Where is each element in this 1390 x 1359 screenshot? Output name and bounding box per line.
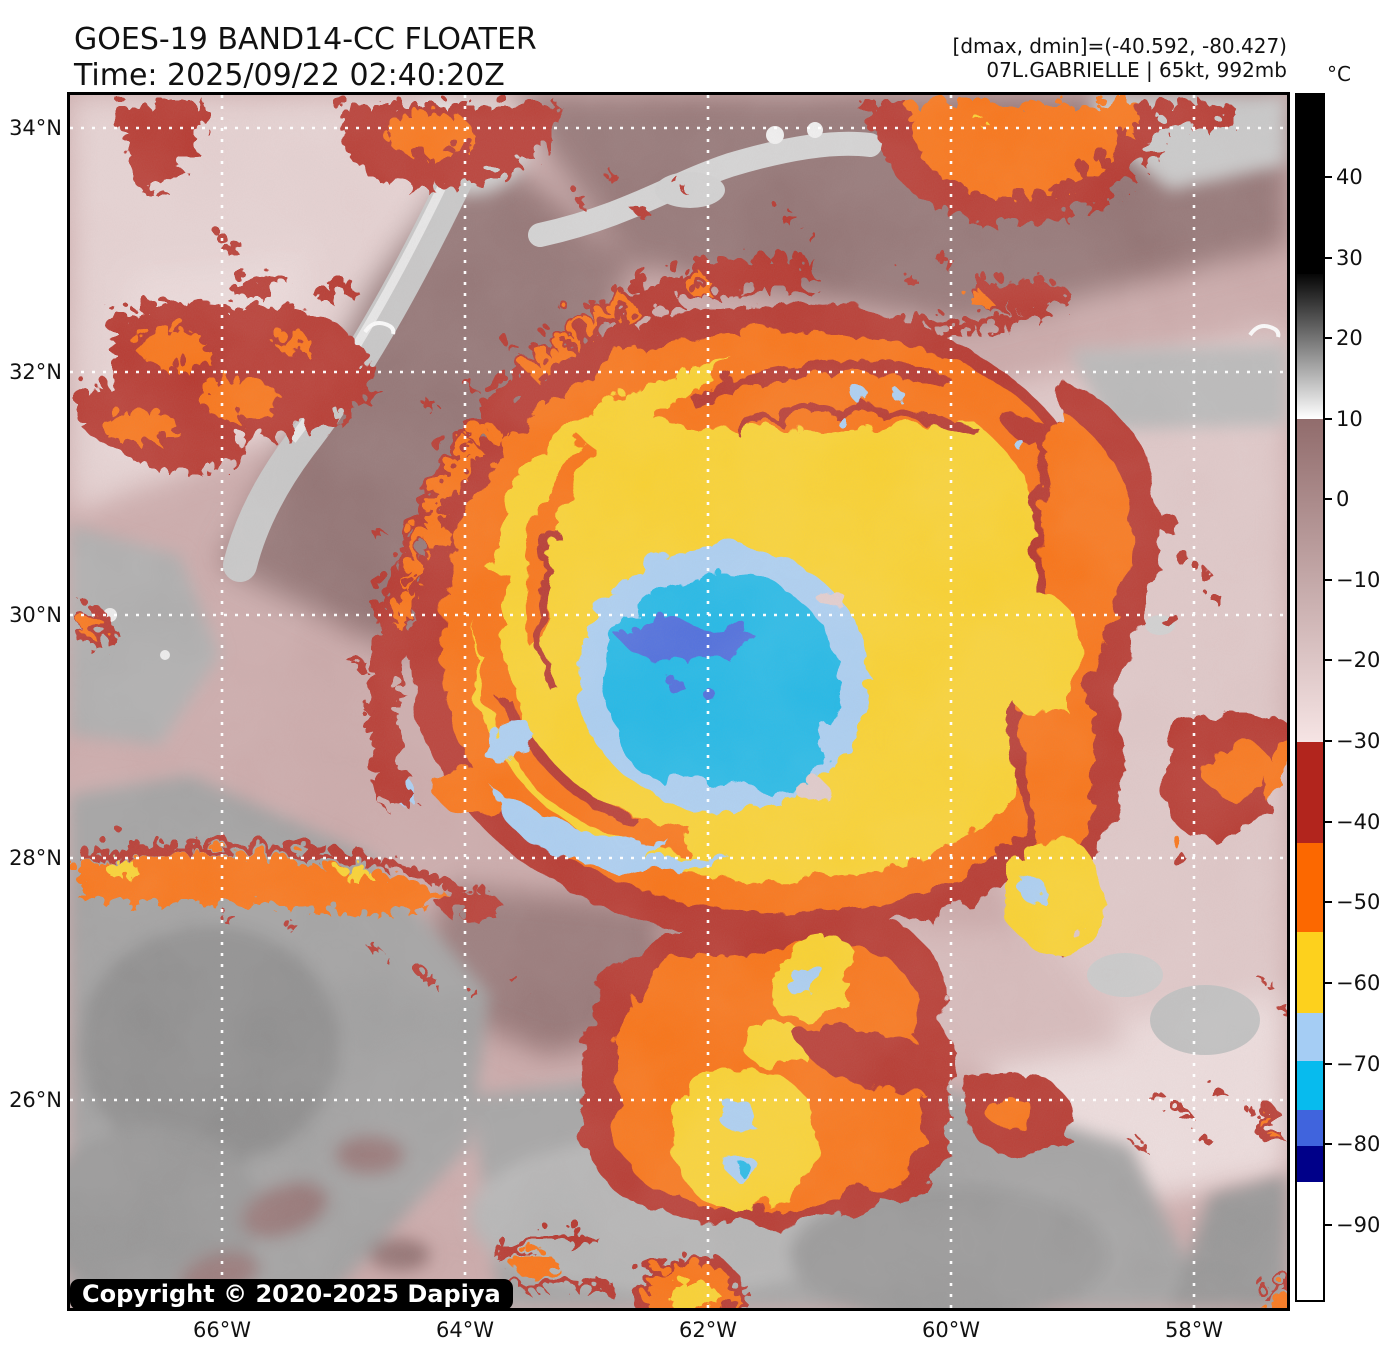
colorbar-tick-label: −70 (1336, 1052, 1381, 1076)
lon-label: 58°W (1165, 1318, 1223, 1342)
pixel-grain-texture (70, 95, 1287, 1308)
lat-label: 32°N (9, 360, 62, 384)
colorbar-tick-label: −10 (1336, 568, 1381, 592)
colorbar-segment (1297, 1061, 1323, 1110)
colorbar-segment (1297, 742, 1323, 843)
colorbar-tick (1325, 498, 1332, 500)
colorbar-tick (1325, 1063, 1332, 1065)
colorbar-tick-label: 10 (1336, 407, 1363, 431)
graticule (70, 95, 1287, 1308)
title-line2: Time: 2025/09/22 02:40:20Z (74, 58, 505, 93)
colorbar-tick-label: −30 (1336, 729, 1381, 753)
lat-label: 30°N (9, 603, 62, 627)
colorbar-tick (1325, 740, 1332, 742)
colorbar-tick-label: −20 (1336, 648, 1381, 672)
colorbar-tick-label: −60 (1336, 971, 1381, 995)
colorbar-tick (1325, 659, 1332, 661)
colorbar-tick (1325, 821, 1332, 823)
colorbar-segment (1297, 419, 1323, 742)
colorbar-tick (1325, 901, 1332, 903)
colorbar-tick-label: 40 (1336, 165, 1363, 189)
colorbar-tick (1325, 1224, 1332, 1226)
storm-info: [dmax, dmin]=(-40.592, -80.427) 07L.GABR… (953, 34, 1287, 82)
lon-label: 64°W (436, 1318, 494, 1342)
colorbar-segment (1297, 1013, 1323, 1061)
storm-id-intensity: 07L.GABRIELLE | 65kt, 992mb (986, 58, 1287, 82)
lat-label: 28°N (9, 846, 62, 870)
temperature-colorbar (1295, 93, 1325, 1302)
colorbar-tick-label: 30 (1336, 246, 1363, 270)
colorbar-tick (1325, 982, 1332, 984)
colorbar-segment (1297, 1146, 1323, 1182)
copyright-badge: Copyright © 2020-2025 Dapiya (70, 1279, 513, 1310)
colorbar-tick (1325, 418, 1332, 420)
colorbar-tick (1325, 579, 1332, 581)
title-line1: GOES-19 BAND14-CC FLOATER (74, 22, 537, 57)
colorbar-tick (1325, 176, 1332, 178)
colorbar-segment (1297, 932, 1323, 1013)
dmax-dmin-readout: [dmax, dmin]=(-40.592, -80.427) (952, 34, 1287, 58)
colorbar-tick (1325, 1143, 1332, 1145)
colorbar-tick-label: 20 (1336, 326, 1363, 350)
satellite-map (67, 92, 1290, 1311)
colorbar-tick-label: 0 (1336, 487, 1350, 511)
colorbar-unit: °C (1327, 62, 1351, 86)
colorbar-segment (1297, 843, 1323, 932)
lon-label: 60°W (922, 1318, 980, 1342)
lat-label: 26°N (9, 1088, 62, 1112)
colorbar-tick (1325, 337, 1332, 339)
product-title: GOES-19 BAND14-CC FLOATER Time: 2025/09/… (74, 22, 537, 94)
colorbar-tick-label: −80 (1336, 1132, 1381, 1156)
satellite-image (70, 95, 1287, 1308)
lon-label: 66°W (193, 1318, 251, 1342)
colorbar-segment (1297, 1110, 1323, 1146)
colorbar-segment (1297, 95, 1323, 274)
colorbar-tick-label: −50 (1336, 890, 1381, 914)
colorbar-tick-label: −90 (1336, 1213, 1381, 1237)
colorbar-tick-label: −40 (1336, 810, 1381, 834)
colorbar-tick (1325, 257, 1332, 259)
lon-label: 62°W (679, 1318, 737, 1342)
colorbar-segment (1297, 274, 1323, 419)
lat-label: 34°N (9, 116, 62, 140)
colorbar-segment (1297, 1182, 1323, 1298)
